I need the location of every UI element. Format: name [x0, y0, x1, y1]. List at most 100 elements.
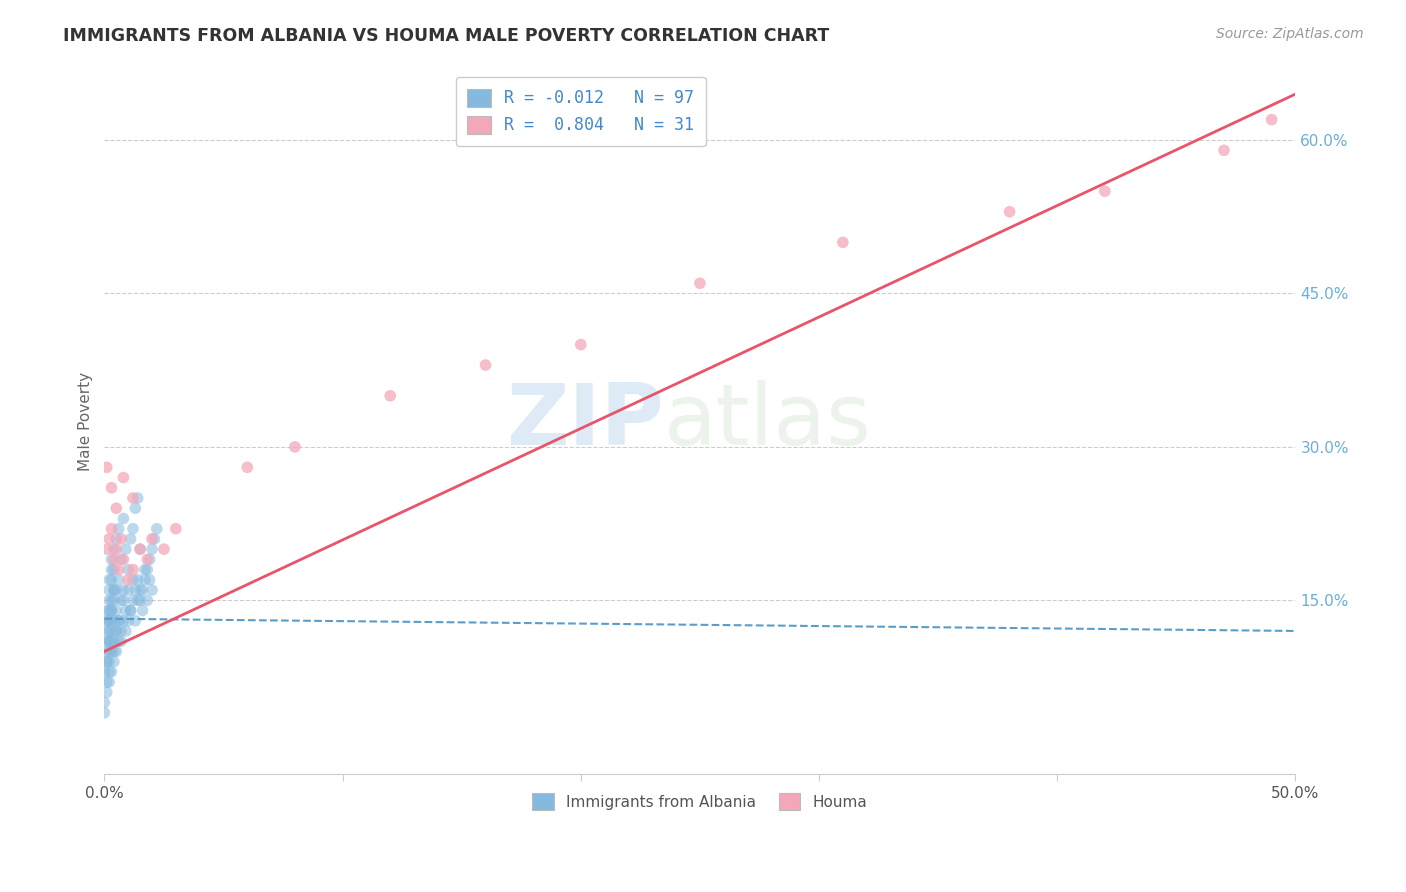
Point [100, 603, 122, 617]
Point [112, 614, 135, 628]
Point [165, 522, 187, 536]
Point [131, 582, 153, 597]
Point [96, 675, 118, 690]
Point [120, 603, 142, 617]
Point [100, 563, 122, 577]
Point [122, 522, 145, 536]
Point [117, 614, 139, 628]
Point [112, 593, 135, 607]
Point [107, 614, 129, 628]
Point [100, 593, 122, 607]
Point [98, 655, 121, 669]
Point [105, 624, 128, 638]
Point [93, 706, 115, 720]
Point [98, 593, 121, 607]
Point [122, 573, 145, 587]
Point [98, 614, 121, 628]
Point [127, 593, 149, 607]
Point [103, 563, 125, 577]
Point [105, 582, 128, 597]
Point [100, 624, 122, 638]
Point [998, 204, 1021, 219]
Point [100, 573, 122, 587]
Point [284, 440, 307, 454]
Point [96, 644, 118, 658]
Point [98, 582, 121, 597]
Point [110, 552, 132, 566]
Point [96, 603, 118, 617]
Point [831, 235, 853, 250]
Point [124, 582, 146, 597]
Point [236, 460, 259, 475]
Point [100, 665, 122, 679]
Point [105, 624, 128, 638]
Text: Source: ZipAtlas.com: Source: ZipAtlas.com [1216, 27, 1364, 41]
Text: ZIP: ZIP [506, 380, 664, 463]
Point [117, 573, 139, 587]
Point [129, 582, 152, 597]
Point [114, 603, 136, 617]
Point [124, 614, 146, 628]
Point [96, 685, 118, 699]
Point [93, 696, 115, 710]
Point [1213, 144, 1236, 158]
Point [129, 542, 152, 557]
Point [141, 582, 163, 597]
Point [98, 614, 121, 628]
Point [103, 582, 125, 597]
Point [474, 358, 496, 372]
Point [110, 624, 132, 638]
Point [131, 603, 153, 617]
Point [100, 522, 122, 536]
Point [136, 563, 159, 577]
Point [134, 563, 156, 577]
Point [96, 542, 118, 557]
Point [134, 573, 156, 587]
Point [1260, 112, 1282, 127]
Point [98, 624, 121, 638]
Point [120, 603, 142, 617]
Point [136, 552, 159, 566]
Point [105, 532, 128, 546]
Point [98, 665, 121, 679]
Point [569, 337, 592, 351]
Point [103, 593, 125, 607]
Point [120, 532, 142, 546]
Point [98, 532, 121, 546]
Point [110, 532, 132, 546]
Point [100, 614, 122, 628]
Point [96, 655, 118, 669]
Point [98, 634, 121, 648]
Point [146, 522, 169, 536]
Point [117, 563, 139, 577]
Point [110, 593, 132, 607]
Point [141, 532, 163, 546]
Point [100, 552, 122, 566]
Point [107, 614, 129, 628]
Point [141, 542, 163, 557]
Point [96, 624, 118, 638]
Point [129, 593, 152, 607]
Point [117, 582, 139, 597]
Point [107, 522, 129, 536]
Point [93, 665, 115, 679]
Point [127, 491, 149, 505]
Point [100, 634, 122, 648]
Point [114, 624, 136, 638]
Point [96, 614, 118, 628]
Text: IMMIGRANTS FROM ALBANIA VS HOUMA MALE POVERTY CORRELATION CHART: IMMIGRANTS FROM ALBANIA VS HOUMA MALE PO… [63, 27, 830, 45]
Point [98, 603, 121, 617]
Point [129, 542, 152, 557]
Point [107, 573, 129, 587]
Point [122, 563, 145, 577]
Point [380, 389, 402, 403]
Point [103, 552, 125, 566]
Point [110, 634, 132, 648]
Point [103, 542, 125, 557]
Point [105, 644, 128, 658]
Point [143, 532, 166, 546]
Point [100, 644, 122, 658]
Point [124, 501, 146, 516]
Point [122, 491, 145, 505]
Point [136, 593, 159, 607]
